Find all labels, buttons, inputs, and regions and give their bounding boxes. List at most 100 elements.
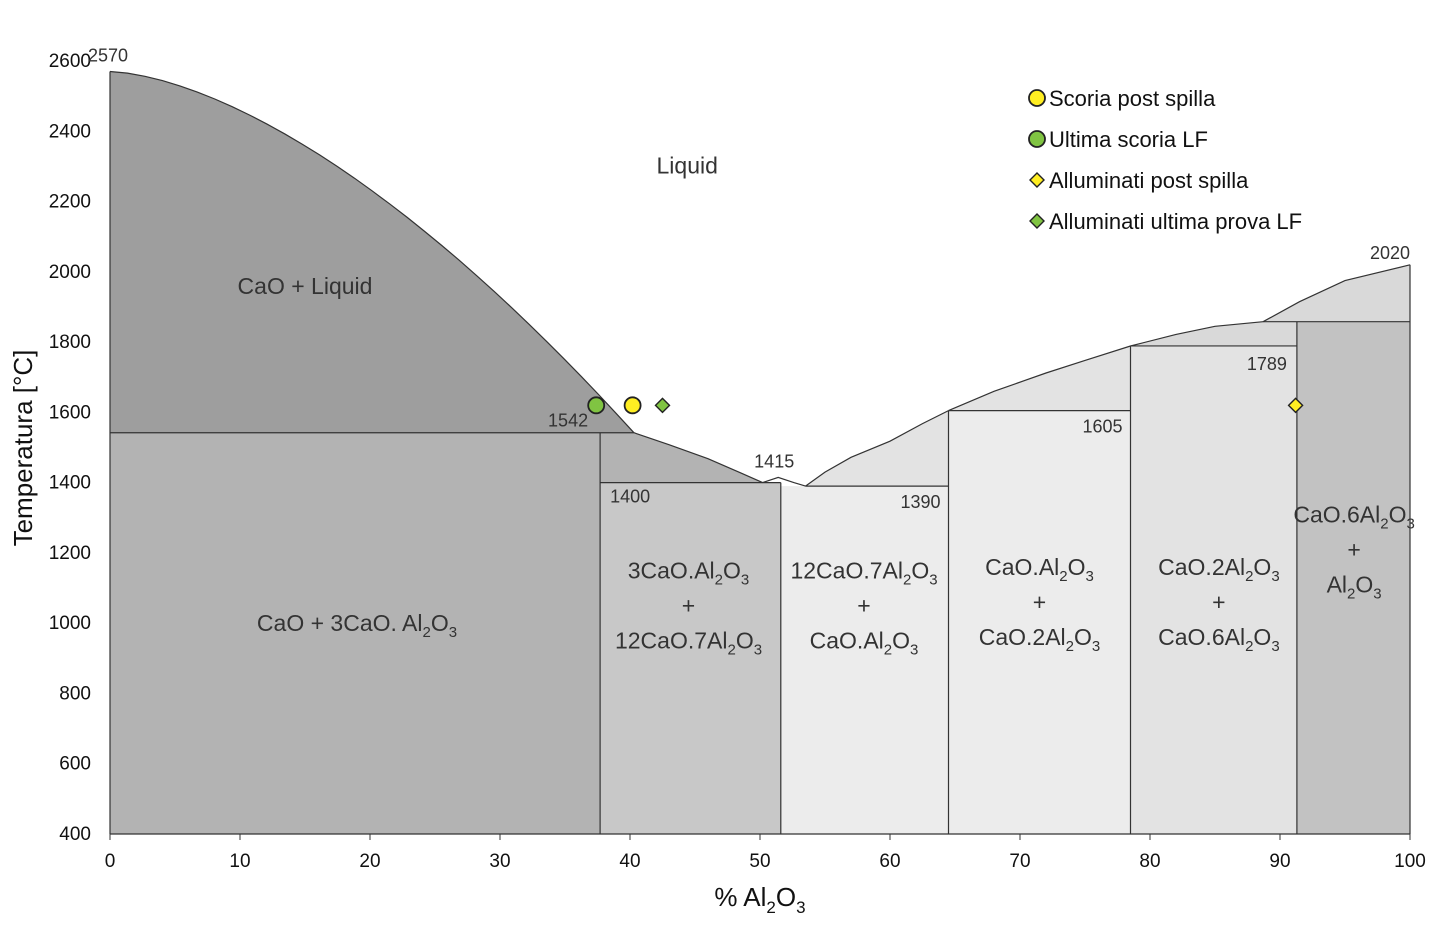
region-label-cao2al2o3-cao6al2o3: + — [1212, 589, 1225, 615]
temperature-note-1542: 1542 — [548, 411, 588, 431]
y-tick-label: 2000 — [49, 262, 91, 283]
subscript: 3 — [1271, 638, 1279, 655]
label-text: CaO + Liquid — [238, 273, 373, 299]
label-text: O — [736, 628, 754, 654]
x-tick-label: 50 — [749, 851, 770, 872]
region-a-liquid — [1263, 264, 1410, 322]
label-text: CaO.2Al — [979, 624, 1066, 650]
label-text: O — [723, 558, 741, 584]
liquidus-cao — [109, 70, 635, 434]
temperature-note-1605: 1605 — [1082, 417, 1122, 437]
label-text: O — [1355, 571, 1373, 597]
label-text: CaO.Al — [985, 554, 1059, 580]
subscript: 3 — [754, 642, 762, 659]
label-text: O — [1389, 501, 1407, 527]
phase-regions — [110, 71, 1410, 834]
region-label-cao6al2o3-al2o3: + — [1347, 536, 1360, 562]
y-tick-label: 1600 — [49, 402, 91, 423]
subscript: 2 — [422, 624, 430, 641]
liquidus-ca2 — [948, 345, 1131, 412]
subscript: 2 — [1066, 638, 1074, 655]
x-title-text: % Al — [714, 882, 766, 912]
temperature-note-1789: 1789 — [1247, 354, 1287, 374]
region-label-12cao7-caoal2o3: 12CaO.7Al2O3 — [790, 558, 937, 589]
subscript: 3 — [929, 572, 937, 589]
x-tick-label: 90 — [1269, 851, 1290, 872]
temperature-note-1390: 1390 — [900, 492, 940, 512]
y-axis-title: Temperatura [°C] — [8, 350, 38, 547]
x-tick-label: 70 — [1009, 851, 1030, 872]
y-tick-label: 400 — [59, 824, 91, 845]
label-text: + — [682, 593, 695, 619]
label-text: O — [911, 558, 929, 584]
region-ca6-a — [1296, 321, 1410, 834]
x-tick-label: 20 — [359, 851, 380, 872]
x-tick-label: 10 — [229, 851, 250, 872]
temperature-note-1415: 1415 — [754, 451, 794, 471]
label-text: O — [1253, 624, 1271, 650]
label-text: Al — [1327, 571, 1347, 597]
subscript: 3 — [741, 572, 749, 589]
x-tick-label: 80 — [1139, 851, 1160, 872]
x-title-sub: 2 — [766, 898, 775, 917]
legend-marker-2 — [1028, 130, 1046, 148]
subscript: 2 — [1059, 568, 1067, 585]
liquidus-ca6 — [1130, 321, 1264, 347]
label-text: O — [892, 628, 910, 654]
region-label-caoal2o3-cao2al2o3: CaO.2Al2O3 — [979, 624, 1101, 655]
y-tick-label: 1400 — [49, 473, 91, 494]
label-text: O — [1253, 554, 1271, 580]
liquid-region-label: Liquid — [657, 152, 718, 178]
region-label-cao-3cao-al2o3: CaO + 3CaO. Al2O3 — [257, 610, 457, 641]
x-tick-label: 0 — [105, 851, 116, 872]
region-ca2-liquid — [948, 346, 1131, 411]
liquidus-ca — [805, 410, 949, 487]
subscript: 3 — [1092, 638, 1100, 655]
label-text: 12CaO.7Al — [615, 628, 728, 654]
label-text: O — [1074, 624, 1092, 650]
legend-marker-1 — [1028, 89, 1046, 107]
label-text: + — [1347, 536, 1360, 562]
y-tick-label: 800 — [59, 683, 91, 704]
region-ca6-liquid — [1130, 321, 1297, 346]
label-text: + — [1033, 589, 1046, 615]
region-label-cao6al2o3-al2o3: Al2O3 — [1327, 571, 1382, 602]
region-label-cao2al2o3-cao6al2o3: CaO.6Al2O3 — [1158, 624, 1280, 655]
subscript: 3 — [910, 642, 918, 659]
data-point-3 — [1287, 397, 1304, 414]
subscript: 3 — [1271, 568, 1279, 585]
temperature-note-2570: 2570 — [88, 46, 128, 66]
temperature-note-2020: 2020 — [1370, 243, 1410, 263]
subscript: 2 — [1380, 515, 1388, 532]
region-cao-c3a — [110, 432, 601, 834]
x-title-sub: 3 — [796, 898, 805, 917]
data-point-2 — [587, 396, 606, 415]
x-axis-title: % Al2O3 — [714, 882, 805, 917]
label-text: CaO.6Al — [1293, 501, 1380, 527]
label-text: + — [1212, 589, 1225, 615]
subscript: 3 — [1086, 568, 1094, 585]
region-c12a7-ca — [780, 486, 949, 834]
subscript: 2 — [1245, 638, 1253, 655]
x-tick-label: 60 — [879, 851, 900, 872]
x-tick-label: 40 — [619, 851, 640, 872]
data-point-4 — [654, 397, 671, 414]
label-text: CaO.2Al — [1158, 554, 1245, 580]
label-text: 12CaO.7Al — [790, 558, 903, 584]
region-label-cao2al2o3-cao6al2o3: CaO.2Al2O3 — [1158, 554, 1280, 585]
legend-label-4: Alluminati ultima prova LF — [1049, 209, 1302, 234]
temperature-notes: 2570 1542 1400 1415 1390 1605 1789 2020 — [88, 46, 1410, 513]
legend-marker-4 — [1029, 213, 1045, 229]
temperature-note-1400: 1400 — [610, 487, 650, 507]
x-title-text: O — [776, 882, 796, 912]
region-ca2-ca6 — [1130, 346, 1297, 834]
region-c3a-c12a7 — [600, 482, 781, 834]
region-label-cao-liquid: CaO + Liquid — [238, 273, 373, 299]
label-text: + — [857, 593, 870, 619]
liquidus-c12a7 — [762, 476, 806, 487]
phase-boundaries — [109, 70, 1411, 834]
subscript: 3 — [1407, 515, 1415, 532]
y-tick-label: 1000 — [49, 613, 91, 634]
region-label-3cao-12cao7: 3CaO.Al2O3 — [628, 558, 750, 589]
